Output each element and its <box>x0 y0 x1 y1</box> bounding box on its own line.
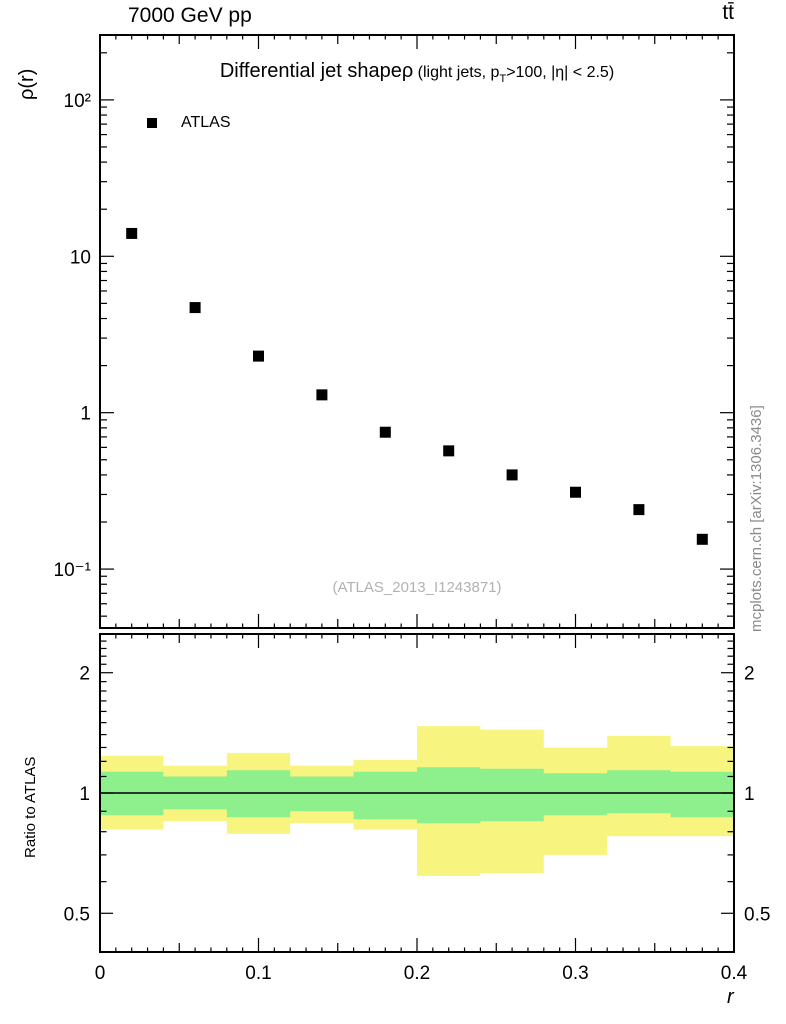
side-note: mcplots.cern.ch [arXiv:1306.3436] <box>748 405 765 632</box>
data-point-marker <box>379 426 391 438</box>
legend-marker-square-icon <box>147 118 157 128</box>
data-point-marker <box>126 227 138 239</box>
top-y-tick-label: 10 <box>70 247 91 268</box>
data-point-marker <box>443 445 455 457</box>
plot-title-main: Differential jet shapeρ <box>219 60 414 82</box>
x-tick-label: 0.4 <box>721 963 748 984</box>
ratio-y-tick-label: 1 <box>744 784 755 805</box>
x-tick-label: 0.1 <box>245 963 271 984</box>
legend-label: ATLAS <box>181 114 231 131</box>
ratio-ylabel: Ratio to ATLAS <box>22 756 39 858</box>
ratio-inner-band <box>100 767 734 824</box>
data-point-marker <box>696 533 708 545</box>
plot-title-detail-sub: T <box>499 73 507 85</box>
process-label: tt̄ <box>722 1 734 24</box>
data-point-marker <box>189 302 201 314</box>
ratio-y-tick-label: 0.5 <box>744 904 770 925</box>
ratio-frame <box>99 633 735 953</box>
plot-title-detail-post: >100, |η| < 2.5) <box>506 64 615 81</box>
data-point-marker <box>570 486 581 498</box>
beam-energy-label: 7000 GeV pp <box>128 4 252 27</box>
data-point-marker <box>253 350 264 362</box>
data-point-marker <box>633 504 645 516</box>
plot-title-detail-pre: (light jets, p <box>413 64 500 81</box>
ratio-y-tick-label: 2 <box>744 664 755 685</box>
top-y-tick-label: 10² <box>64 91 91 112</box>
legend-atlas: ATLAS <box>147 114 231 132</box>
x-tick-label: 0.2 <box>404 963 430 984</box>
ratio-y-tick-label: 1 <box>79 784 90 805</box>
top-y-tick-label: 1 <box>80 404 91 425</box>
data-point-marker <box>316 389 328 401</box>
top-frame <box>99 34 735 629</box>
data-point-marker <box>506 469 518 481</box>
x-axis-label: r <box>727 986 734 1008</box>
top-ylabel: ρ(r) <box>16 68 38 100</box>
watermark: (ATLAS_2013_I1243871) <box>332 579 502 596</box>
plot-title: Differential jet shapeρ (light jets, pT>… <box>220 60 614 85</box>
x-tick-label: 0 <box>95 963 106 984</box>
top-y-tick-label: 10⁻¹ <box>54 560 92 581</box>
ratio-y-tick-label: 2 <box>79 664 90 685</box>
x-tick-label: 0.3 <box>562 963 588 984</box>
ratio-y-tick-label: 0.5 <box>64 904 90 925</box>
